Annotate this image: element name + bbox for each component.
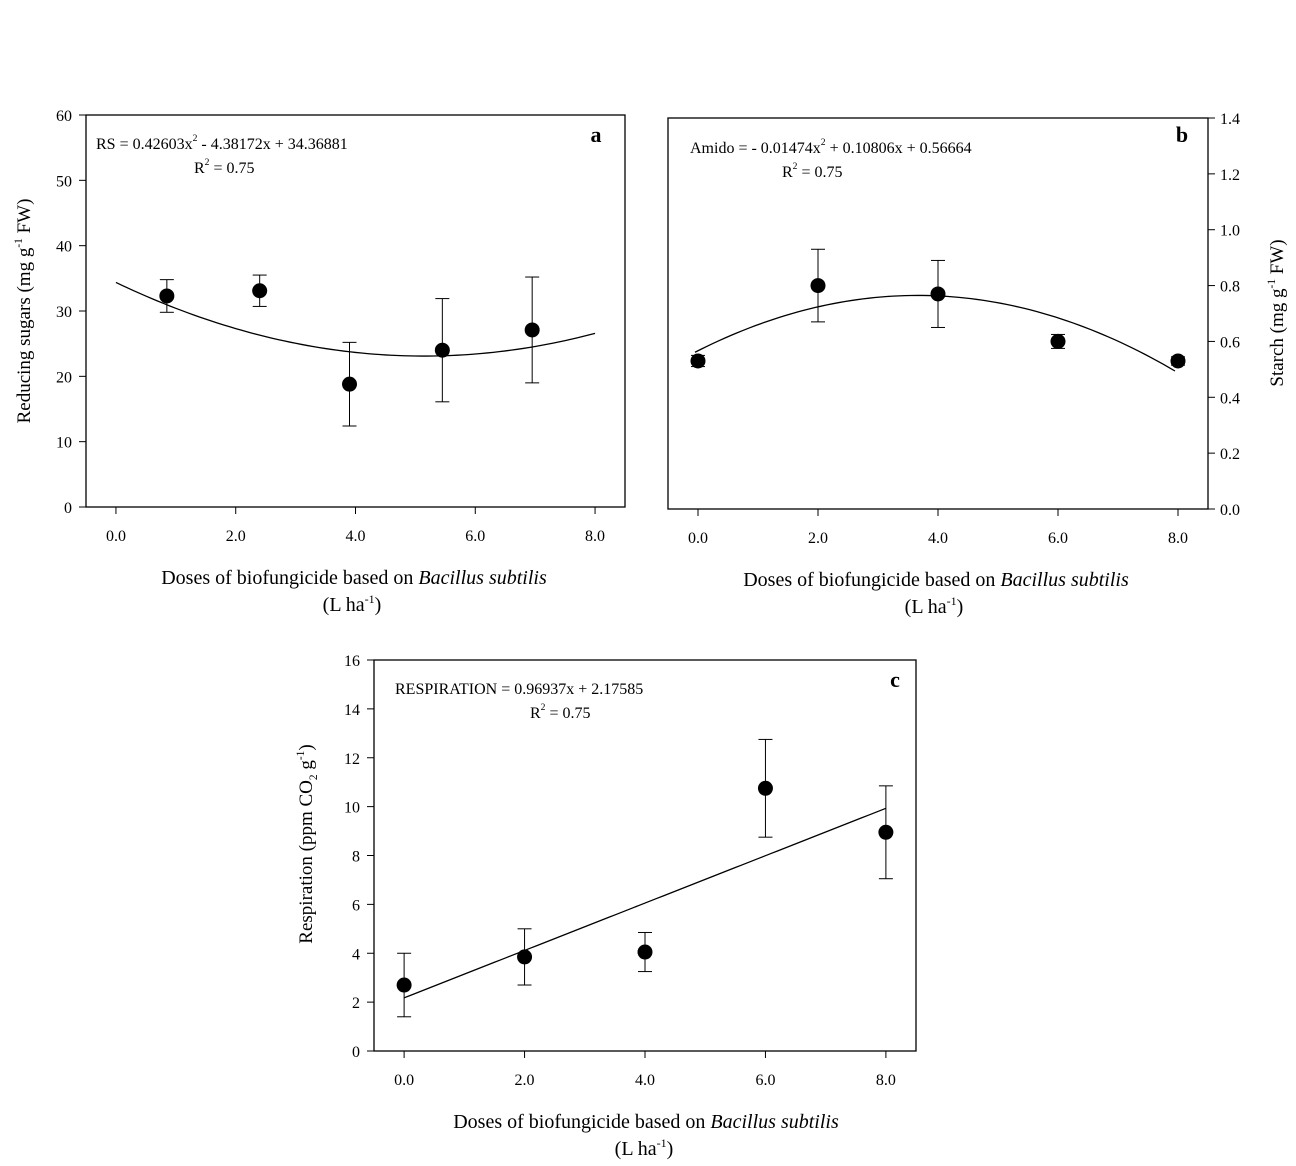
plot-frame bbox=[373, 659, 917, 1052]
regression-equation: RESPIRATION = 0.96937x + 2.17585 bbox=[395, 681, 643, 698]
x-tick-label: 4.0 bbox=[346, 528, 366, 545]
data-point bbox=[252, 283, 268, 299]
y-tick-label: 10 bbox=[344, 800, 360, 817]
y-tick-label: 0 bbox=[64, 500, 72, 517]
data-point bbox=[434, 342, 450, 358]
data-point bbox=[1170, 353, 1186, 369]
y-tick-label: 40 bbox=[56, 239, 72, 256]
y-tick-label: 4 bbox=[352, 946, 360, 963]
panel-letter: c bbox=[890, 667, 900, 692]
y-tick-label: 12 bbox=[344, 751, 360, 768]
panel-letter: b bbox=[1176, 122, 1188, 147]
data-point bbox=[810, 278, 826, 294]
y-tick-label: 2 bbox=[352, 995, 360, 1012]
y-tick-label: 1.4 bbox=[1220, 111, 1240, 128]
data-point bbox=[524, 322, 540, 338]
x-tick-label: 0.0 bbox=[394, 1072, 414, 1089]
x-tick-label: 2.0 bbox=[808, 530, 828, 547]
y-tick-label: 60 bbox=[56, 108, 72, 125]
x-axis-label: Doses of biofungicide based on Bacillus … bbox=[161, 567, 547, 589]
data-point bbox=[159, 288, 175, 304]
y-tick-label: 16 bbox=[344, 653, 360, 670]
r-squared: R2 = 0.75 bbox=[530, 702, 591, 722]
r-squared: R2 = 0.75 bbox=[194, 157, 255, 177]
y-tick-label: 0 bbox=[352, 1044, 360, 1061]
panel-a: 0.0 2.0 4.0 6.0 8.0 0 10 20 30 40 50 60 RS = 0.42603… bbox=[13, 108, 626, 616]
x-tick-label: 4.0 bbox=[635, 1072, 655, 1089]
regression-equation: Amido = - 0.01474x2 + 0.10806x + 0.56664 bbox=[690, 137, 972, 157]
data-point bbox=[690, 353, 706, 369]
x-tick-label: 6.0 bbox=[465, 528, 485, 545]
y-tick-label: 0.0 bbox=[1220, 502, 1240, 519]
y-tick-label: 50 bbox=[56, 173, 72, 190]
data-point bbox=[517, 949, 533, 965]
y-tick-label: 14 bbox=[344, 702, 360, 719]
panel-b: 0.0 2.0 4.0 6.0 8.0 0.0 0.2 0.4 0.6 0.8 1.0 1.2 1.4 A… bbox=[667, 111, 1288, 618]
y-tick-label: 0.2 bbox=[1220, 446, 1240, 463]
y-tick-label: 0.6 bbox=[1220, 334, 1240, 351]
x-tick-label: 0.0 bbox=[106, 528, 126, 545]
x-tick-label: 8.0 bbox=[876, 1072, 896, 1089]
y-tick-label: 30 bbox=[56, 304, 72, 321]
panel-c: 0.0 2.0 4.0 6.0 8.0 0 2 4 6 8 10 12 14 16 RESPIRATION … bbox=[295, 653, 917, 1160]
data-point bbox=[878, 824, 894, 840]
data-point bbox=[1050, 333, 1066, 349]
y-tick-label: 1.0 bbox=[1220, 223, 1240, 240]
y-tick-label: 10 bbox=[56, 435, 72, 452]
y-tick-label: 20 bbox=[56, 369, 72, 386]
fit-line bbox=[403, 807, 887, 999]
y-axis-label: Starch (mg g-1 FW) bbox=[1266, 239, 1288, 386]
r-squared: R2 = 0.75 bbox=[782, 161, 843, 181]
data-point bbox=[637, 944, 653, 960]
x-axis-unit: (L ha-1) bbox=[323, 592, 382, 616]
x-tick-label: 2.0 bbox=[515, 1072, 535, 1089]
y-tick-label: 1.2 bbox=[1220, 167, 1240, 184]
y-tick-label: 0.4 bbox=[1220, 390, 1240, 407]
x-tick-label: 2.0 bbox=[226, 528, 246, 545]
x-axis-label: Doses of biofungicide based on Bacillus … bbox=[453, 1111, 839, 1133]
y-tick-label: 0.8 bbox=[1220, 279, 1240, 296]
y-tick-label: 8 bbox=[352, 849, 360, 866]
fit-line bbox=[694, 294, 1176, 372]
data-point bbox=[396, 977, 412, 993]
data-point bbox=[342, 376, 358, 392]
x-tick-label: 6.0 bbox=[1048, 530, 1068, 547]
y-tick-label: 6 bbox=[352, 897, 360, 914]
x-tick-label: 4.0 bbox=[928, 530, 948, 547]
panel-letter: a bbox=[591, 122, 602, 147]
x-tick-label: 8.0 bbox=[1168, 530, 1188, 547]
y-axis-label: Respiration (ppm CO2 g-1) bbox=[295, 744, 320, 943]
x-tick-label: 0.0 bbox=[688, 530, 708, 547]
x-tick-label: 6.0 bbox=[755, 1072, 775, 1089]
fit-line bbox=[115, 281, 596, 357]
data-point bbox=[757, 780, 773, 796]
data-point bbox=[930, 286, 946, 302]
x-axis-unit: (L ha-1) bbox=[905, 594, 964, 618]
regression-equation: RS = 0.42603x2 - 4.38172x + 34.36881 bbox=[96, 133, 348, 153]
x-tick-label: 8.0 bbox=[585, 528, 605, 545]
x-axis-label: Doses of biofungicide based on Bacillus … bbox=[743, 569, 1129, 591]
y-axis-label: Reducing sugars (mg g-1 FW) bbox=[13, 199, 35, 424]
x-axis-unit: (L ha-1) bbox=[615, 1136, 674, 1160]
